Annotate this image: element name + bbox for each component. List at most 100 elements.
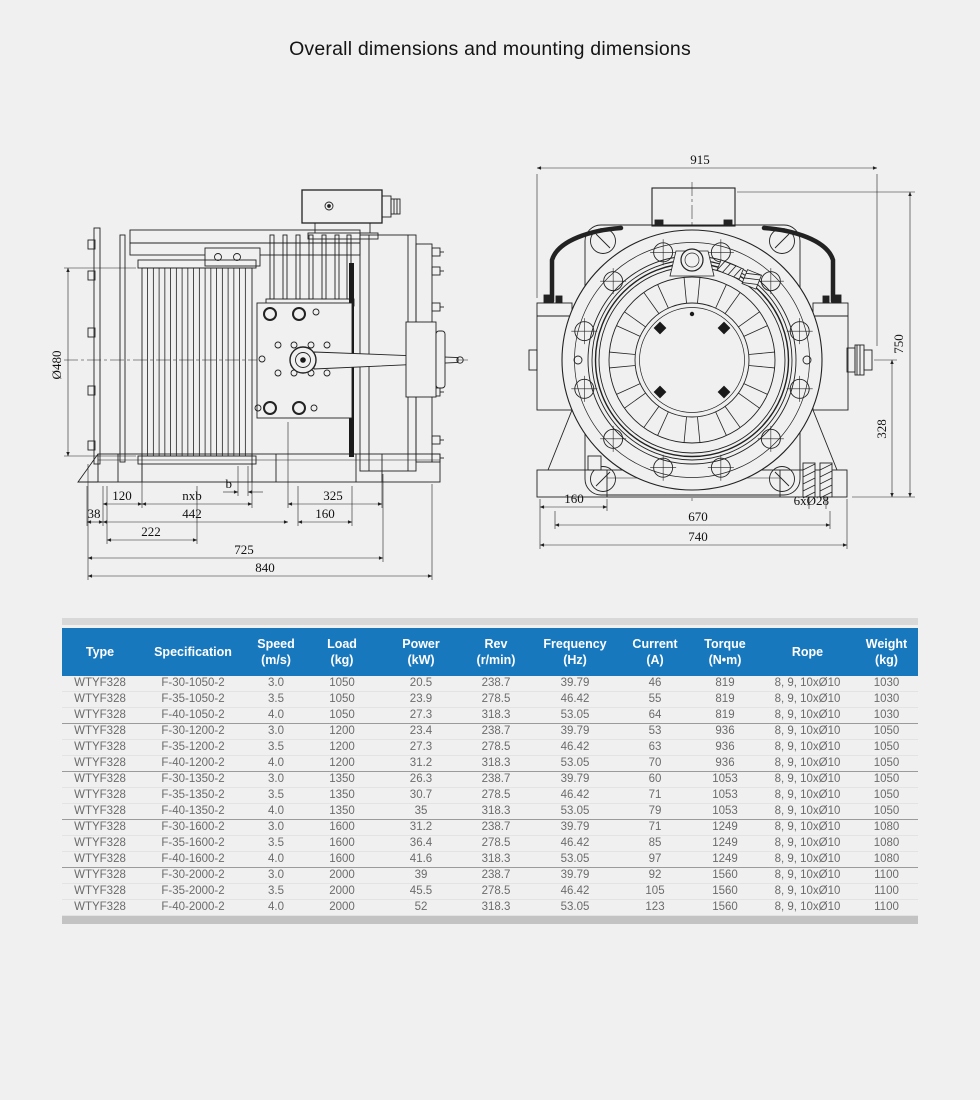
table-row: WTYF328 F-35-2000-2 3.5 2000 45.5 278.5 46.42 1… [62,884,918,900]
table-cell: WTYF328 [74,805,126,817]
table-cell: F-30-1350-2 [161,773,225,785]
table-cell: F-40-1600-2 [161,853,225,865]
table-cell: 318.3 [481,709,511,721]
table-cell: 819 [715,693,735,705]
table-row: WTYF328 F-35-1050-2 3.5 1050 23.9 278.5 46.42 5… [62,692,918,708]
table-cell: 1560 [712,869,738,881]
table-cell: 39.79 [560,869,590,881]
rotor-outer-circle [608,276,776,444]
table-row: WTYF328 F-30-1200-2 3.0 1200 23.4 238.7 39.79 5… [62,724,918,740]
table-cell: 53.05 [560,709,590,721]
table-cell: 318.3 [481,757,511,769]
table-cell: 8, 9, 10xØ10 [774,709,841,721]
front-view-machine [528,182,873,504]
heatsink-fins [269,234,352,300]
machine-base [77,453,441,483]
column-header-load: Load (kg) [327,636,357,667]
dim-label-750: 750 [891,334,906,354]
dim-label-725: 725 [234,542,254,557]
table-cell: 8, 9, 10xØ10 [774,773,841,785]
column-header-rope: Rope [791,644,824,659]
table-bottom-strip [62,916,918,924]
table-cell: 3.5 [268,837,284,849]
table-cell: 8, 9, 10xØ10 [774,837,841,849]
dim-label-nxb: nxb [182,488,202,503]
table-cell: 1600 [329,853,355,865]
table-body: WTYF328 F-30-1050-2 3.0 1050 20.5 238.7 39.79 4… [62,676,918,916]
table-cell: 278.5 [481,789,511,801]
traction-sheave [141,267,253,457]
dim-label-160-left: 160 [315,506,335,521]
table-cell: 2000 [329,869,355,881]
table-cell: 278.5 [481,741,511,753]
anchor-bolt-hatch [802,463,833,499]
table-cell: 23.9 [409,693,433,705]
table-cell: 53 [648,725,662,737]
table-cell: 8, 9, 10xØ10 [774,805,841,817]
table-cell: 123 [645,901,665,913]
table-cell: WTYF328 [74,885,126,897]
table-cell: 71 [648,789,662,801]
table-cell: 30.7 [409,789,433,801]
table-cell: 1080 [873,853,900,865]
table-cell: 238.7 [481,725,511,737]
table-cell: WTYF328 [74,789,126,801]
table-row: WTYF328 F-35-1600-2 3.5 1600 36.4 278.5 46.42 8… [62,836,918,852]
table-cell: 85 [648,837,662,849]
table-cell: F-30-2000-2 [161,869,225,881]
table-cell: WTYF328 [74,725,126,737]
table-cell: 3.0 [268,773,284,785]
table-cell: 1600 [329,837,355,849]
table-cell: 46.42 [560,885,590,897]
table-cell: 46.42 [560,693,590,705]
table-row: WTYF328 F-35-1200-2 3.5 1200 27.3 278.5 46.42 6… [62,740,918,756]
table-cell: 8, 9, 10xØ10 [774,757,841,769]
table-cell: 2000 [329,901,355,913]
table-cell: 238.7 [481,869,511,881]
table-cell: 278.5 [481,693,511,705]
table-cell: 39.79 [560,677,590,689]
table-cell: 8, 9, 10xØ10 [774,821,841,833]
table-cell: 4.0 [268,709,284,721]
table-cell: 8, 9, 10xØ10 [774,677,841,689]
table-cell: F-35-1600-2 [161,837,225,849]
table-cell: 39 [414,869,428,881]
table-cell: 936 [715,757,735,769]
table-cell: 1249 [712,837,738,849]
table-row: WTYF328 F-40-1200-2 4.0 1200 31.2 318.3 53.05 7… [62,756,918,772]
side-view-dimensions: Ø480 b 120 nxb 325 38 442 160 [49,267,433,580]
table-cell: 4.0 [268,901,284,913]
table-cell: 1350 [329,805,355,817]
table-cell: 46.42 [560,741,590,753]
table-cell: 8, 9, 10xØ10 [774,725,841,737]
table-row: WTYF328 F-30-2000-2 3.0 2000 39 238.7 39.79 92 1… [62,868,918,884]
brake-cables [549,225,836,304]
rotor-spokes [609,277,775,443]
table-cell: 8, 9, 10xØ10 [774,869,841,881]
column-header-speed: Speed (m/s) [257,636,295,667]
table-cell: 1050 [329,709,355,721]
table-cell: 1600 [329,821,355,833]
table-cell: 1053 [712,789,738,801]
table-cell: 63 [648,741,662,753]
table-cell: 1100 [874,901,899,913]
table-top-strip [62,618,918,625]
table-row: WTYF328 F-35-1350-2 3.5 1350 30.7 278.5 46.42 7… [62,788,918,804]
table-cell: 46.42 [560,837,590,849]
table-cell: 35 [414,805,428,817]
table-cell: 4.0 [268,853,284,865]
table-cell: F-35-1200-2 [161,741,225,753]
table-cell: 1050 [329,693,355,705]
table-cell: 1050 [873,805,900,817]
table-cell: 26.3 [409,773,433,785]
top-junction-box [651,187,736,227]
table-cell: 1030 [873,709,900,721]
table-cell: 46 [648,677,662,689]
table-cell: 3.5 [268,693,284,705]
table-cell: F-30-1600-2 [161,821,225,833]
table-cell: 1350 [329,773,355,785]
dim-label-670: 670 [688,509,708,524]
table-cell: 1200 [329,757,355,769]
table-row: WTYF328 F-40-2000-2 4.0 2000 52 318.3 53.05 123… [62,900,918,916]
